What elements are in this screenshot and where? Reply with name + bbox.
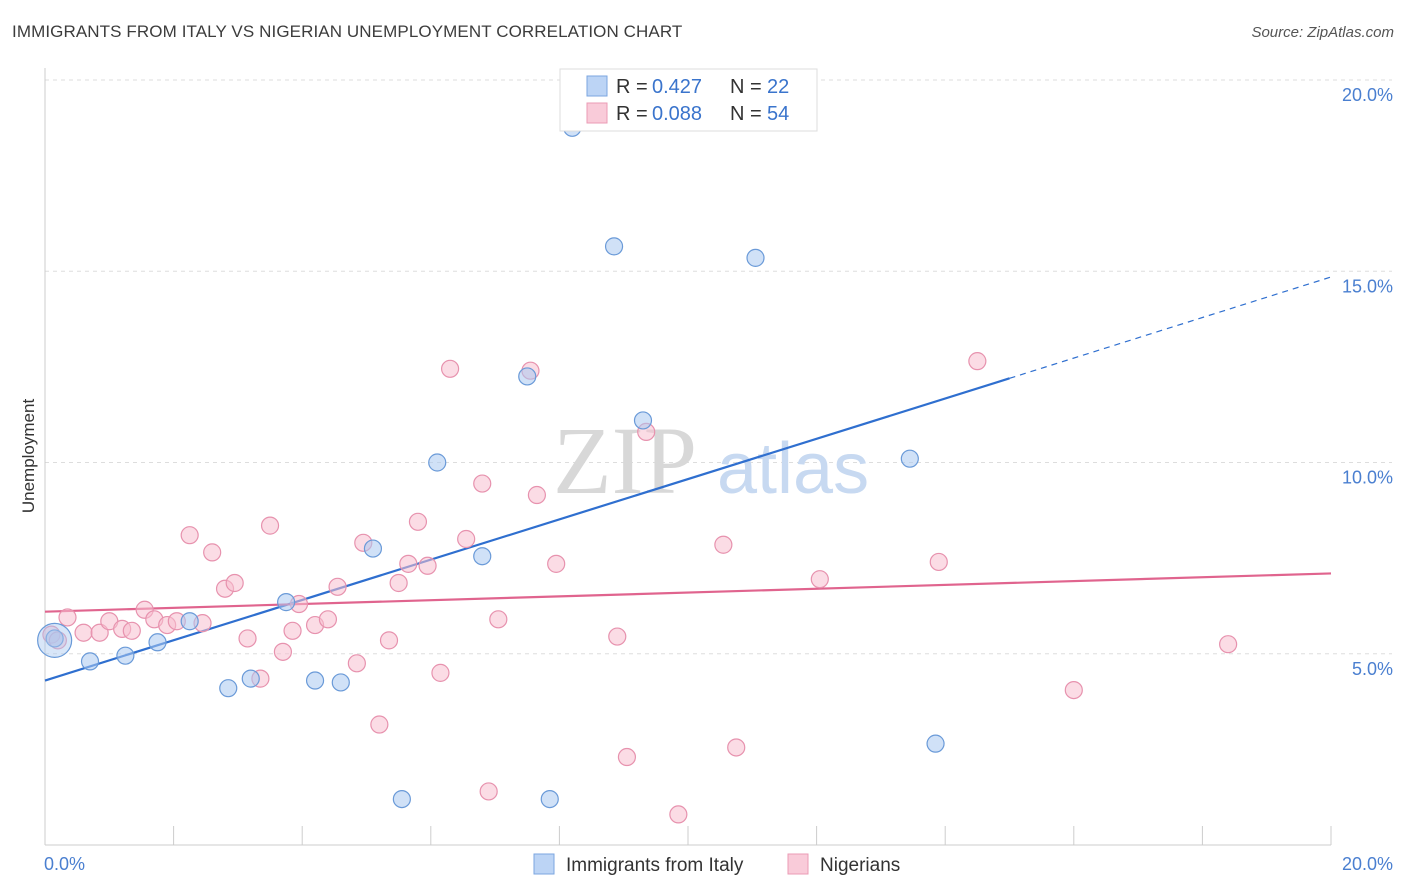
series-legend-swatch-nigeria <box>787 853 809 875</box>
point-nigeria-49 <box>929 552 948 572</box>
legend-n-value-nigeria: 54 <box>767 103 789 125</box>
point-nigeria-1 <box>58 608 77 627</box>
point-nigeria-28 <box>379 631 399 650</box>
y-tick-label-15: 15.0% <box>1342 276 1393 296</box>
point-nigeria-42 <box>608 627 627 646</box>
y-tick-labels: 5.0% 10.0% 15.0% 20.0% <box>1342 85 1393 679</box>
point-italy-13 <box>473 547 492 566</box>
point-nigeria-19 <box>273 642 293 661</box>
point-nigeria-37 <box>479 782 498 801</box>
point-italy-8 <box>305 671 325 690</box>
point-nigeria-18 <box>260 516 280 535</box>
legend-n-label-nigeria: N = <box>730 103 762 125</box>
trend-line-nigeria <box>44 572 1332 613</box>
y-tick-label-10: 10.0% <box>1342 468 1393 488</box>
series-legend-label-nigeria: Nigerians <box>820 855 900 876</box>
point-nigeria-46 <box>714 535 733 554</box>
point-nigeria-48 <box>810 570 829 589</box>
point-italy-10 <box>363 539 383 558</box>
point-nigeria-33 <box>431 663 450 682</box>
watermark-atlas: atlas <box>717 429 869 509</box>
point-nigeria-25 <box>347 654 366 673</box>
point-italy-cluster <box>37 622 73 658</box>
y-axis-label: Unemployment <box>19 399 38 514</box>
point-nigeria-2 <box>74 623 93 642</box>
y-tick-label-20: 20.0% <box>1342 85 1393 105</box>
point-nigeria-40 <box>527 485 546 505</box>
legend-r-value-italy: 0.427 <box>652 76 702 98</box>
point-italy-9 <box>331 673 350 692</box>
legend-swatch-italy <box>586 75 608 97</box>
point-nigeria-34 <box>440 359 460 378</box>
gridlines <box>45 79 1392 655</box>
trend-line-italy-extrapolated <box>1009 276 1332 379</box>
point-nigeria-13 <box>203 543 222 562</box>
point-nigeria-23 <box>318 610 338 629</box>
point-italy-12 <box>428 453 447 472</box>
series-legend-label-italy: Immigrants from Italy <box>566 855 744 876</box>
x-ticks <box>44 826 1332 845</box>
point-nigeria-32 <box>418 556 437 575</box>
data-points <box>37 118 1238 824</box>
point-nigeria-38 <box>489 610 508 629</box>
point-nigeria-45 <box>669 805 688 824</box>
watermark-zip: ZIP <box>553 407 697 514</box>
point-italy-0 <box>45 629 64 648</box>
legend-n-value-italy: 22 <box>767 76 789 98</box>
point-italy-5 <box>219 679 238 698</box>
point-italy-18 <box>633 411 653 430</box>
point-nigeria-6 <box>122 621 141 640</box>
watermark: ZIP atlas <box>553 407 869 514</box>
legend-r-label-italy: R = <box>616 76 648 98</box>
point-nigeria-24 <box>328 577 347 596</box>
point-italy-17 <box>604 237 624 256</box>
chart-title: IMMIGRANTS FROM ITALY VS NIGERIAN UNEMPL… <box>12 22 683 41</box>
point-nigeria-47 <box>727 738 746 757</box>
point-italy-2 <box>116 646 135 665</box>
point-nigeria-51 <box>1064 680 1083 700</box>
point-italy-3 <box>148 633 167 652</box>
point-nigeria-30 <box>399 554 418 573</box>
x-tick-label-max: 20.0% <box>1342 854 1393 874</box>
y-tick-label-5: 5.0% <box>1352 659 1393 679</box>
point-nigeria-20 <box>283 621 302 640</box>
series-legend: Immigrants from Italy Nigerians <box>533 853 900 876</box>
point-italy-21 <box>926 734 945 753</box>
point-nigeria-36 <box>473 474 492 493</box>
point-italy-14 <box>518 367 537 386</box>
stats-legend: R = 0.427 N = 22 R = 0.088 N = 54 <box>559 68 818 132</box>
legend-swatch-nigeria <box>586 102 608 124</box>
point-nigeria-43 <box>617 747 637 767</box>
series-legend-swatch-italy <box>533 853 555 875</box>
point-nigeria-16 <box>238 629 257 648</box>
trend-lines <box>44 276 1332 682</box>
point-italy-4 <box>180 612 199 631</box>
point-italy-7 <box>277 593 296 612</box>
legend-r-value-nigeria: 0.088 <box>652 103 702 125</box>
legend-n-label-italy: N = <box>730 76 762 98</box>
point-italy-11 <box>392 789 411 809</box>
point-nigeria-27 <box>370 715 389 734</box>
point-nigeria-11 <box>180 526 199 545</box>
x-tick-label-min: 0.0% <box>44 854 85 874</box>
chart-source: Source: ZipAtlas.com <box>1251 24 1394 41</box>
point-italy-15 <box>540 789 559 809</box>
point-nigeria-31 <box>408 512 428 531</box>
point-nigeria-15 <box>225 573 244 593</box>
point-italy-20 <box>900 449 919 468</box>
point-nigeria-50 <box>968 352 987 371</box>
point-italy-19 <box>746 248 765 267</box>
point-italy-1 <box>80 652 100 671</box>
point-nigeria-29 <box>389 573 408 593</box>
point-italy-6 <box>241 669 260 688</box>
point-nigeria-52 <box>1219 635 1238 654</box>
legend-r-label-nigeria: R = <box>616 103 648 125</box>
point-nigeria-35 <box>457 529 476 549</box>
point-nigeria-41 <box>547 554 566 573</box>
